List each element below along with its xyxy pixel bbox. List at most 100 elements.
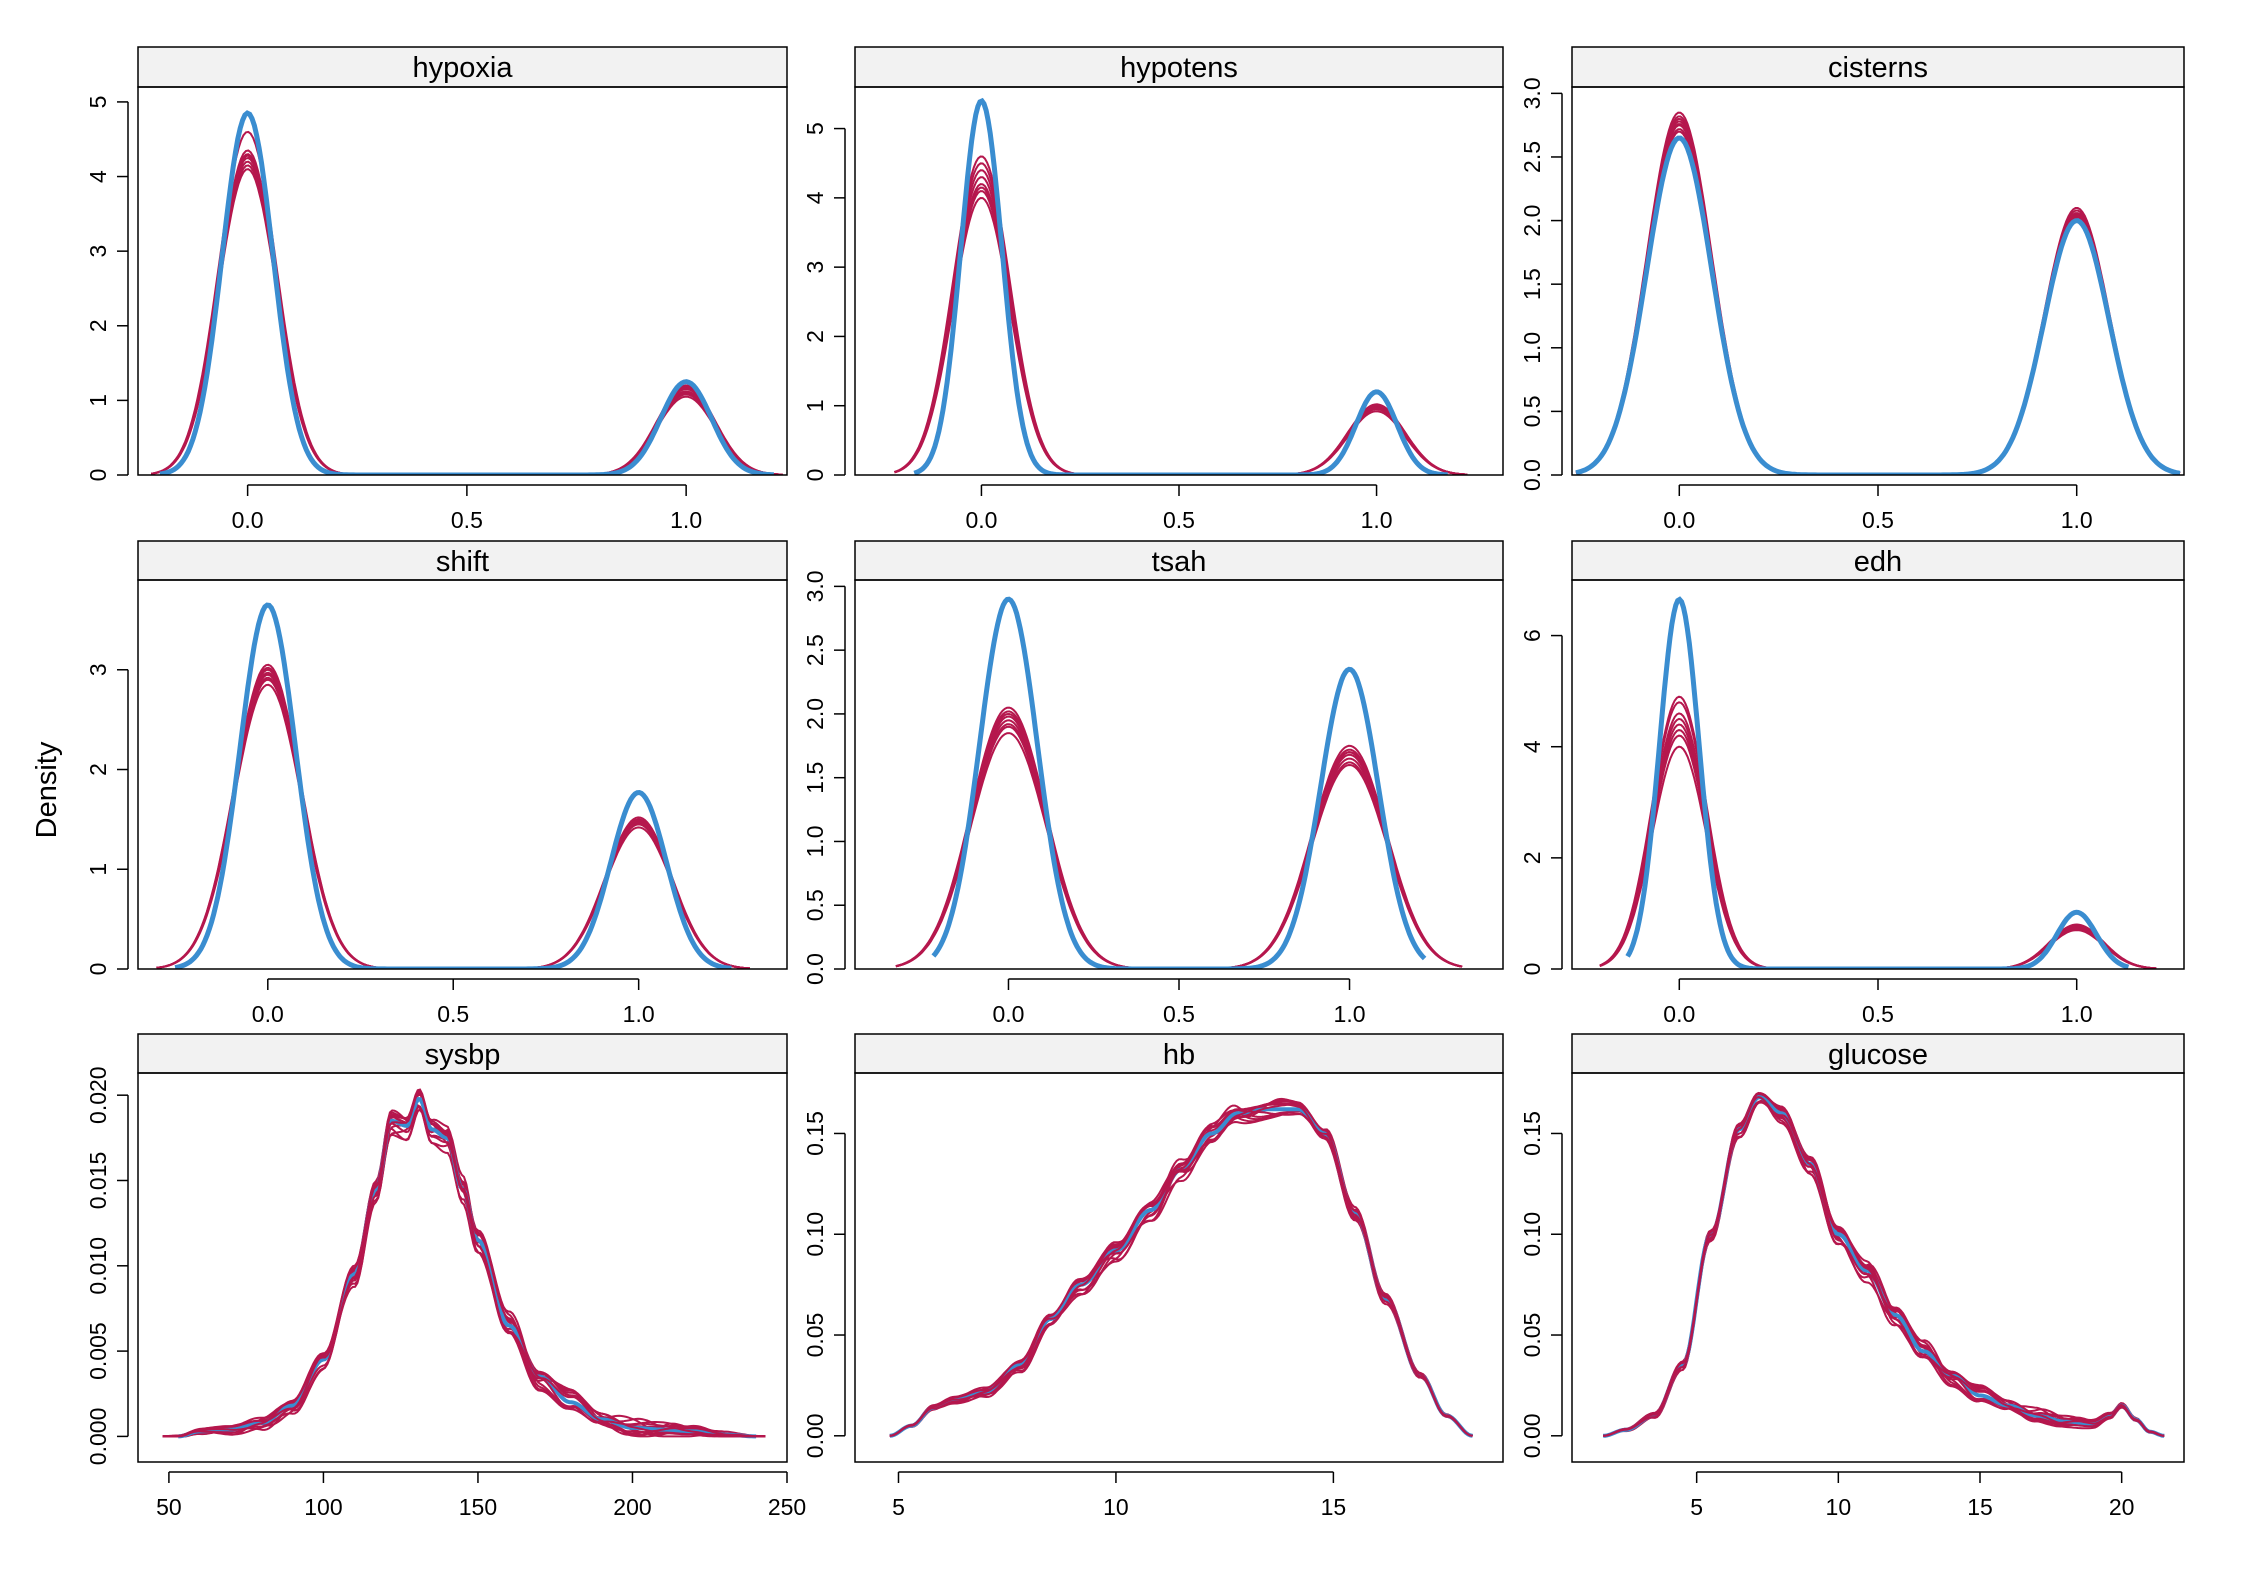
- y-tick-label: 3.0: [1519, 77, 1545, 109]
- imputed-density-line: [151, 156, 783, 475]
- y-tick-label: 0.0: [802, 953, 828, 985]
- imputed-density-line: [895, 719, 1463, 969]
- imputed-density-line: [162, 1093, 766, 1438]
- panel-tsah: tsah 0.0 0.5 1.0 0.0 0.5 1.0 1.5 2.0 2.5 3.0: [802, 540, 1504, 1027]
- observed-density-line: [1603, 1095, 2165, 1438]
- y-tick-label: 0.05: [1519, 1313, 1545, 1358]
- strip-header: [137, 46, 788, 88]
- imputed-density-line: [1575, 120, 2181, 475]
- imputed-density-line: [151, 130, 783, 475]
- y-tick-label: 2: [1519, 851, 1545, 864]
- y-axis: 0 1 2 3: [85, 663, 129, 975]
- panel-hb: hb 5 10 15 0.00 0.05 0.10 0.15: [802, 1033, 1504, 1520]
- imputed-density-line: [895, 706, 1463, 969]
- imputed-density-line: [889, 1104, 1473, 1437]
- y-tick-label: 2.5: [1519, 141, 1545, 173]
- x-axis: 0.0 0.5 1.0: [232, 484, 702, 533]
- x-axis: 0.0 0.5 1.0: [1663, 978, 2093, 1027]
- y-tick-label: 2.0: [802, 698, 828, 730]
- y-tick-label: 0.005: [85, 1322, 111, 1380]
- x-tick-label: 250: [768, 1494, 806, 1520]
- x-tick-label: 0.0: [1663, 1001, 1695, 1027]
- imputed-density-line: [894, 190, 1468, 475]
- imputed-density-line: [1603, 1092, 2165, 1437]
- y-tick-label: 1.5: [1519, 268, 1545, 300]
- x-axis: 0.0 0.5 1.0: [1663, 484, 2093, 533]
- y-tick-label: 0.00: [802, 1413, 828, 1458]
- y-tick-label: 0.15: [802, 1111, 828, 1156]
- y-tick-label: 0.05: [802, 1313, 828, 1358]
- x-tick-label: 50: [156, 1494, 182, 1520]
- y-tick-label: 0: [85, 469, 111, 482]
- imputed-density-line: [895, 715, 1463, 969]
- y-tick-label: 2: [802, 330, 828, 343]
- x-tick-label: 20: [2109, 1494, 2135, 1520]
- imputed-density-line: [151, 160, 783, 475]
- panel-title: shift: [436, 546, 489, 578]
- imputed-density-line: [889, 1102, 1473, 1437]
- imputed-density-line: [162, 1107, 766, 1438]
- y-tick-label: 0.0: [1519, 459, 1545, 491]
- x-tick-label: 5: [892, 1494, 905, 1520]
- imputed-density-line: [889, 1099, 1473, 1437]
- imputed-density-line: [1599, 723, 2157, 969]
- imputed-density-line: [1599, 734, 2157, 969]
- panel-title: edh: [1854, 546, 1902, 578]
- x-axis: 0.0 0.5 1.0: [252, 978, 655, 1027]
- imputed-density-line: [1603, 1099, 2165, 1437]
- x-tick-label: 1.0: [1334, 1001, 1366, 1027]
- imputed-density-line: [1575, 124, 2181, 475]
- curves: [156, 602, 750, 969]
- imputed-density-line: [894, 176, 1468, 475]
- y-tick-label: 0.5: [1519, 395, 1545, 427]
- imputed-density-line: [162, 1105, 766, 1438]
- imputed-density-line: [162, 1091, 766, 1438]
- y-tick-label: 1: [802, 399, 828, 412]
- imputed-density-line: [151, 153, 783, 475]
- x-tick-label: 0.0: [1663, 507, 1695, 533]
- x-tick-label: 1.0: [670, 507, 702, 533]
- x-tick-label: 0.5: [1862, 507, 1894, 533]
- imputed-density-line: [889, 1097, 1473, 1437]
- x-axis: 5 10 15: [892, 1471, 1346, 1520]
- observed-density-line: [913, 97, 1448, 475]
- panel-frame: [1571, 579, 2185, 970]
- y-tick-label: 3: [85, 245, 111, 258]
- imputed-density-line: [156, 666, 750, 969]
- x-tick-label: 1.0: [623, 1001, 655, 1027]
- x-tick-label: 10: [1103, 1494, 1129, 1520]
- observed-density-line: [174, 602, 732, 969]
- y-axis: 0.00 0.05 0.10 0.15: [802, 1111, 846, 1458]
- x-tick-label: 1.0: [1361, 507, 1393, 533]
- y-tick-label: 3: [85, 663, 111, 676]
- y-tick-label: 0.020: [85, 1066, 111, 1124]
- imputed-density-line: [162, 1097, 766, 1438]
- y-tick-label: 2: [85, 319, 111, 332]
- observed-density-line: [178, 1096, 757, 1439]
- curves: [1575, 111, 2181, 475]
- observed-density-line: [1575, 135, 2181, 475]
- x-axis: 0.0 0.5 1.0: [992, 978, 1366, 1027]
- curves: [151, 110, 783, 475]
- x-axis: 50 100 150 200 250: [156, 1471, 806, 1520]
- x-tick-label: 15: [1967, 1494, 1993, 1520]
- panel-title: glucose: [1828, 1039, 1928, 1071]
- imputed-density-line: [1575, 128, 2181, 475]
- observed-density-line: [159, 110, 774, 475]
- y-tick-label: 4: [802, 191, 828, 204]
- panel-shift: shift 0.0 0.5 1.0 0 1 2 3: [85, 540, 788, 1027]
- y-tick-label: 0.15: [1519, 1111, 1545, 1156]
- imputed-density-line: [151, 149, 783, 475]
- imputed-density-line: [889, 1098, 1473, 1437]
- y-axis: 0.00 0.05 0.10 0.15: [1519, 1111, 1563, 1458]
- y-tick-label: 2: [85, 763, 111, 776]
- y-axis: 0 1 2 3 4 5: [802, 122, 846, 481]
- x-tick-label: 150: [459, 1494, 497, 1520]
- observed-density-line: [931, 596, 1427, 969]
- imputed-density-line: [156, 671, 750, 969]
- imputed-density-line: [1603, 1101, 2165, 1437]
- panel-edh: edh 0.0 0.5 1.0 0 2 4 6: [1519, 540, 2185, 1027]
- y-axis-label: Density: [31, 741, 63, 838]
